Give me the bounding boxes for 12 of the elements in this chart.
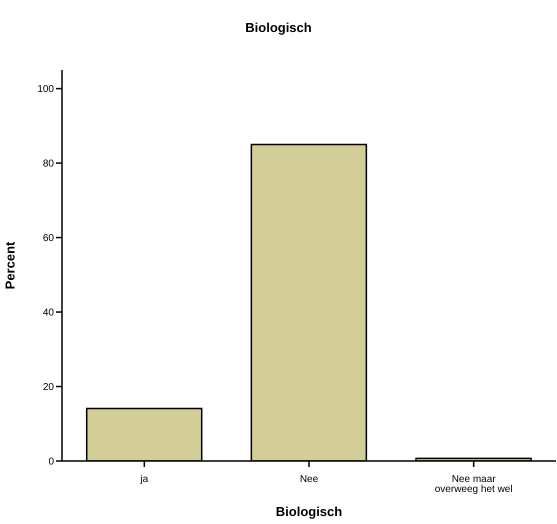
- y-axis-title: Percent: [2, 240, 18, 290]
- x-tick-label: ja: [139, 474, 149, 486]
- y-tick-label: 40: [42, 308, 54, 319]
- y-tick-label: 80: [42, 158, 54, 170]
- y-tick-label: 100: [37, 84, 54, 96]
- x-axis-title: Biologisch: [276, 504, 342, 519]
- x-tick-label: Nee maar overweeg het wel: [434, 474, 513, 496]
- x-tick-label: Nee: [300, 474, 319, 486]
- chart-title: Biologisch: [244, 20, 313, 35]
- y-tick-label: 0: [48, 456, 54, 468]
- y-tick-label: 60: [42, 233, 54, 244]
- y-tick-label: 20: [42, 382, 54, 394]
